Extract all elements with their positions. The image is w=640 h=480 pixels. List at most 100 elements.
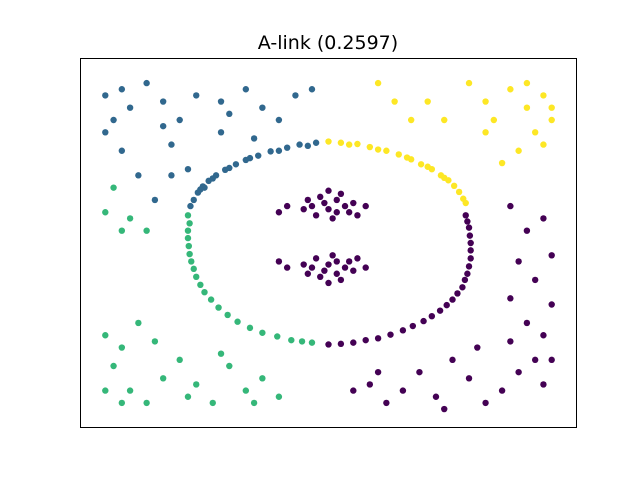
point-cluster_purple-71	[540, 332, 547, 339]
point-cluster_purple-33	[304, 196, 312, 204]
point-cluster_blue-1	[118, 86, 126, 93]
point-cluster_purple-17	[428, 312, 436, 320]
point-cluster_green-41	[207, 296, 215, 303]
point-cluster_yellow-35	[374, 146, 382, 153]
point-cluster_purple-3	[399, 327, 407, 334]
point-cluster_blue-14	[118, 147, 126, 154]
point-cluster_green-19	[118, 399, 126, 407]
point-cluster_purple-82	[383, 399, 390, 407]
point-cluster_yellow-37	[424, 163, 431, 170]
point-cluster_yellow-16	[482, 129, 489, 136]
point-cluster_green-8	[193, 381, 200, 388]
point-cluster_purple-86	[507, 338, 514, 345]
point-cluster_blue-41	[275, 147, 283, 154]
point-cluster_yellow-32	[450, 182, 458, 190]
point-cluster_purple-25	[308, 202, 316, 210]
point-cluster_purple-5	[436, 307, 444, 314]
point-cluster_blue-40	[304, 142, 312, 150]
point-cluster_green-29	[193, 273, 200, 281]
point-cluster_purple-66	[515, 258, 522, 265]
point-cluster_blue-18	[184, 166, 192, 173]
point-cluster_purple-73	[531, 356, 539, 364]
point-cluster_purple-41	[362, 202, 369, 210]
point-cluster_green-28	[188, 258, 195, 265]
point-cluster_blue-11	[292, 92, 299, 99]
point-cluster_purple-80	[416, 368, 423, 376]
point-cluster_green-11	[242, 387, 250, 394]
point-cluster_yellow-13	[515, 147, 522, 154]
point-cluster_purple-40	[283, 202, 291, 210]
point-cluster_purple-19	[454, 290, 461, 297]
point-cluster_purple-43	[354, 212, 361, 219]
point-cluster_blue-42	[246, 154, 254, 162]
point-cluster_purple-48	[341, 264, 349, 271]
point-cluster_purple-61	[275, 258, 283, 265]
point-cluster_blue-0	[102, 92, 109, 99]
point-cluster_green-22	[126, 215, 134, 222]
point-cluster_purple-7	[459, 284, 466, 291]
point-cluster_purple-87	[474, 344, 481, 351]
point-cluster_yellow-30	[417, 161, 425, 168]
point-cluster_purple-49	[312, 255, 320, 262]
point-cluster_purple-13	[337, 340, 345, 348]
point-cluster_yellow-7	[490, 116, 498, 124]
point-cluster_purple-32	[337, 190, 345, 197]
point-cluster_purple-57	[350, 267, 357, 274]
point-cluster_green-36	[186, 220, 193, 227]
point-cluster_yellow-27	[337, 139, 345, 146]
point-cluster_purple-21	[465, 263, 473, 270]
point-cluster_purple-72	[548, 301, 555, 308]
point-cluster_blue-27	[267, 148, 274, 155]
point-cluster_purple-0	[325, 341, 332, 348]
point-cluster_green-13	[275, 393, 283, 400]
point-cluster_yellow-3	[424, 98, 431, 105]
point-cluster_blue-8	[242, 86, 250, 93]
point-cluster_green-14	[102, 387, 109, 394]
point-cluster_purple-79	[432, 393, 440, 400]
point-cluster_blue-34	[283, 144, 291, 151]
point-cluster_blue-7	[217, 98, 225, 105]
point-cluster_purple-77	[465, 375, 473, 382]
point-cluster_green-4	[126, 387, 134, 394]
point-cluster_purple-88	[548, 356, 555, 364]
point-cluster_green-3	[110, 362, 117, 370]
point-cluster_green-18	[250, 399, 258, 407]
point-cluster_purple-42	[275, 209, 283, 216]
point-cluster_blue-22	[159, 122, 167, 130]
point-cluster_yellow-1	[391, 98, 398, 105]
point-cluster_blue-3	[143, 79, 150, 87]
point-cluster_yellow-29	[395, 151, 402, 158]
point-cluster_blue-4	[159, 98, 167, 105]
point-cluster_blue-9	[259, 104, 266, 111]
point-cluster_blue-35	[255, 152, 262, 159]
point-cluster_yellow-6	[482, 98, 489, 105]
point-cluster_purple-46	[325, 261, 332, 268]
point-cluster_purple-24	[464, 218, 471, 225]
point-cluster_blue-15	[135, 172, 142, 179]
point-cluster_purple-55	[333, 258, 340, 265]
point-cluster_blue-13	[102, 129, 109, 136]
point-cluster_yellow-11	[548, 116, 555, 124]
point-cluster_green-43	[246, 324, 254, 332]
point-cluster_purple-4	[420, 317, 427, 325]
point-cluster_purple-74	[515, 368, 522, 376]
point-cluster_yellow-20	[354, 140, 361, 148]
point-cluster_green-15	[151, 338, 159, 345]
point-cluster_green-1	[118, 344, 126, 351]
point-cluster_green-24	[118, 227, 126, 234]
point-cluster_yellow-33	[460, 195, 467, 202]
point-cluster_blue-32	[187, 202, 194, 210]
point-cluster_purple-50	[329, 252, 336, 259]
point-cluster_purple-28	[333, 196, 340, 204]
point-cluster_yellow-12	[531, 129, 539, 136]
point-cluster_purple-27	[325, 205, 332, 213]
point-cluster_yellow-0	[374, 79, 382, 87]
point-cluster_purple-30	[312, 212, 320, 219]
point-cluster_purple-31	[329, 215, 336, 222]
points-layer	[102, 79, 555, 413]
point-cluster_purple-67	[531, 276, 539, 284]
point-cluster_purple-52	[304, 270, 312, 277]
point-cluster_green-16	[184, 393, 192, 400]
point-cluster_green-30	[201, 289, 208, 296]
